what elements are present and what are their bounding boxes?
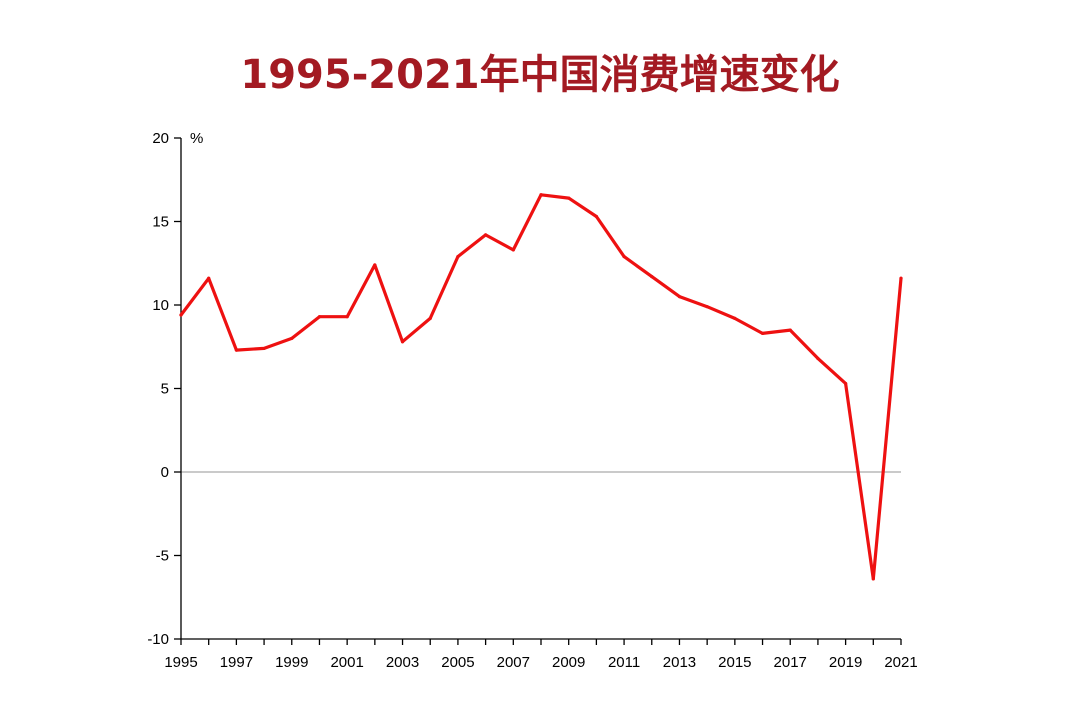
- x-tick-label: 2009: [552, 654, 585, 671]
- data-point: [539, 193, 543, 197]
- x-tick-label: 2019: [829, 654, 862, 671]
- data-point: [871, 577, 875, 581]
- data-point: [234, 348, 238, 352]
- y-tick-label: 5: [161, 381, 169, 398]
- data-point: [456, 254, 460, 259]
- data-point: [262, 346, 266, 351]
- data-point: [179, 313, 183, 317]
- x-tick-label: 2005: [441, 654, 474, 671]
- x-tick-label: 2001: [330, 654, 363, 671]
- x-tick-label: 2013: [663, 654, 696, 671]
- x-tick-label: 1999: [275, 654, 308, 671]
- x-tick-label: 2003: [386, 654, 419, 671]
- y-tick-label: 10: [152, 297, 169, 314]
- data-point: [650, 275, 654, 279]
- data-point: [428, 316, 432, 320]
- y-tick-label: -5: [156, 548, 169, 565]
- x-tick-label: 2011: [608, 654, 640, 671]
- data-point: [345, 315, 349, 319]
- data-point: [207, 276, 211, 280]
- data-point: [317, 315, 322, 319]
- x-tick-label: 2021: [884, 654, 917, 671]
- data-point: [760, 331, 765, 335]
- data-point: [373, 263, 377, 267]
- chart-title: 1995-2021年中国消费增速变化: [240, 52, 840, 98]
- data-point: [677, 295, 682, 299]
- data-point: [899, 276, 903, 280]
- data-point: [788, 328, 792, 332]
- series-line: [179, 193, 903, 581]
- data-point: [484, 233, 488, 237]
- data-point: [705, 305, 709, 309]
- y-tick-label: -10: [147, 631, 169, 648]
- y-tick-label: 20: [152, 130, 169, 147]
- x-tick-label: 2015: [718, 654, 751, 671]
- y-tick-label: 15: [152, 214, 169, 231]
- x-tick-label: 2007: [497, 654, 530, 671]
- y-tick-label: 0: [161, 464, 169, 481]
- data-point: [844, 381, 848, 386]
- data-point: [594, 214, 598, 219]
- data-point: [622, 254, 626, 259]
- data-point: [511, 248, 515, 252]
- y-axis-unit-label: %: [190, 130, 203, 147]
- data-point: [567, 196, 571, 200]
- data-point: [733, 316, 737, 320]
- data-point: [290, 336, 294, 340]
- data-point: [400, 340, 405, 344]
- x-tick-label: 1995: [164, 654, 197, 671]
- x-tick-label: 2017: [774, 654, 807, 671]
- x-tick-label: 1997: [220, 654, 253, 671]
- data-point: [816, 356, 820, 361]
